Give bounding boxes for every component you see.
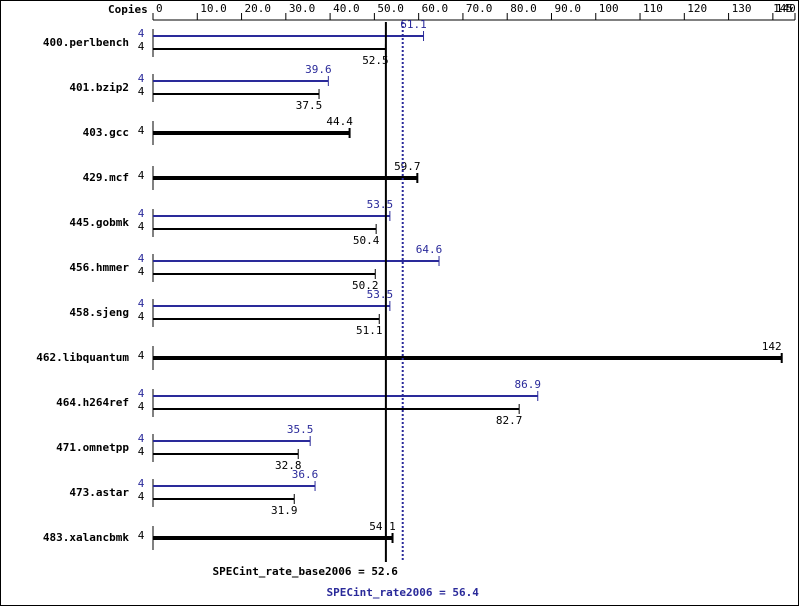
category-label: 471.omnetpp (56, 441, 129, 454)
copies: 4 (138, 252, 145, 265)
bar (153, 176, 418, 180)
bar (153, 536, 393, 540)
value-label: 51.1 (356, 324, 383, 337)
bar (153, 305, 390, 307)
value-label: 50.2 (352, 279, 379, 292)
copies: 4 (138, 400, 145, 413)
value-label: 52.5 (362, 54, 389, 67)
reference-label: SPECint_rate2006 = 56.4 (327, 586, 480, 599)
value-label: 44.4 (326, 115, 353, 128)
value-label: 86.9 (515, 378, 542, 391)
bar (153, 498, 295, 500)
category-label: 400.perlbench (43, 36, 129, 49)
x-tick-label: 80.0 (510, 2, 537, 15)
category-label: 445.gobmk (69, 216, 129, 229)
value-label: 61.1 (400, 18, 427, 31)
value-label: 59.7 (394, 160, 421, 173)
category-label: 473.astar (69, 486, 129, 499)
bar (153, 395, 538, 397)
category-label: 403.gcc (83, 126, 129, 139)
x-tick-label: 90.0 (554, 2, 581, 15)
x-tick-label: 20.0 (245, 2, 272, 15)
bar (153, 273, 376, 275)
bar (153, 260, 440, 262)
reference-label: SPECint_rate_base2006 = 52.6 (212, 565, 398, 578)
copies: 4 (138, 477, 145, 490)
x-tick-label: 70.0 (466, 2, 493, 15)
x-tick-label: 60.0 (422, 2, 449, 15)
category-label: 429.mcf (83, 171, 129, 184)
value-label: 35.5 (287, 423, 314, 436)
category-label: 456.hmmer (69, 261, 129, 274)
x-tick-label: 100 (599, 2, 619, 15)
copies: 4 (138, 220, 145, 233)
copies: 4 (138, 310, 145, 323)
bar (153, 80, 329, 82)
copies: 4 (138, 85, 145, 98)
bar (153, 408, 520, 410)
copies: 4 (138, 445, 145, 458)
bar (153, 485, 316, 487)
copies: 4 (138, 169, 145, 182)
bar (153, 93, 320, 95)
value-label: 37.5 (296, 99, 323, 112)
copies: 4 (138, 27, 145, 40)
bar (153, 131, 350, 135)
category-label: 464.h264ref (56, 396, 129, 409)
copies: 4 (138, 490, 145, 503)
value-label: 53.5 (367, 288, 394, 301)
category-label: 483.xalancbmk (43, 531, 129, 544)
x-tick-label: 40.0 (333, 2, 360, 15)
bar (153, 453, 299, 455)
value-label: 32.8 (275, 459, 302, 472)
copies: 4 (138, 265, 145, 278)
x-tick-label: 0 (156, 2, 163, 15)
value-label: 31.9 (271, 504, 298, 517)
x-tick-label: 30.0 (289, 2, 316, 15)
x-tick-label: 120 (687, 2, 707, 15)
x-tick-label: 145 (773, 2, 793, 15)
copies: 4 (138, 432, 145, 445)
copies: 4 (138, 387, 145, 400)
copies: 4 (138, 40, 145, 53)
copies: 4 (138, 207, 145, 220)
value-label: 142 (762, 340, 782, 353)
copies: 4 (138, 124, 145, 137)
value-label: 36.6 (292, 468, 319, 481)
value-label: 54.1 (369, 520, 396, 533)
copies: 4 (138, 349, 145, 362)
category-label: 401.bzip2 (69, 81, 129, 94)
copies: 4 (138, 297, 145, 310)
copies-header: Copies (108, 3, 148, 16)
copies: 4 (138, 72, 145, 85)
value-label: 39.6 (305, 63, 332, 76)
bar (153, 318, 380, 320)
x-tick-label: 10.0 (200, 2, 227, 15)
category-label: 462.libquantum (36, 351, 129, 364)
value-label: 50.4 (353, 234, 380, 247)
bar (153, 35, 424, 37)
x-tick-label: 140 (776, 2, 796, 15)
bar (153, 228, 377, 230)
bar (153, 356, 782, 360)
bar (153, 440, 311, 442)
value-label: 64.6 (416, 243, 443, 256)
x-tick-label: 50.0 (377, 2, 404, 15)
bar (153, 48, 386, 50)
value-label: 82.7 (496, 414, 523, 427)
bar (153, 215, 390, 217)
x-tick-label: 130 (732, 2, 752, 15)
value-label: 53.5 (367, 198, 394, 211)
x-tick-label: 110 (643, 2, 663, 15)
copies: 4 (138, 529, 145, 542)
category-label: 458.sjeng (69, 306, 129, 319)
